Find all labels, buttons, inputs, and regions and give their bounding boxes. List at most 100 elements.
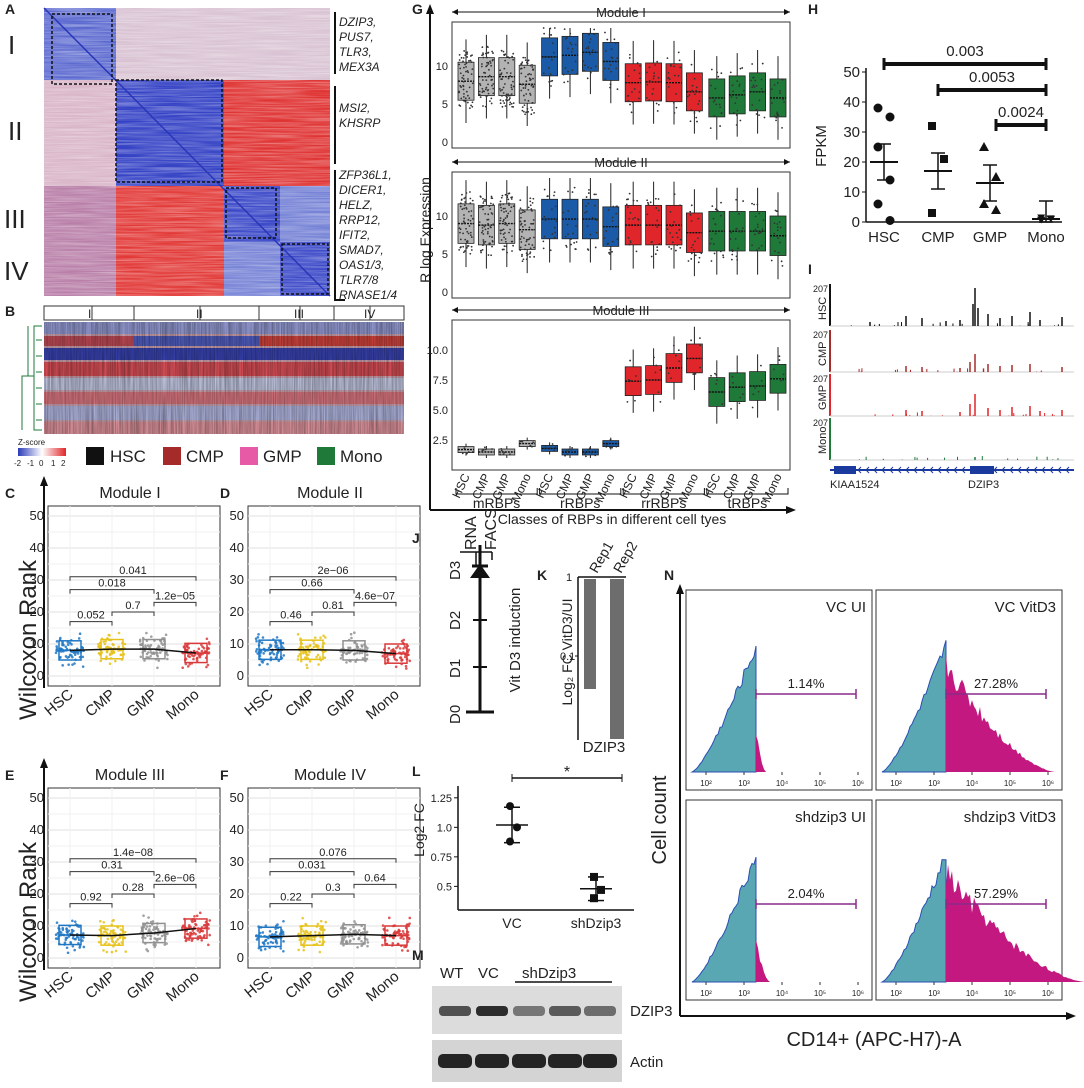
l-ylabel: Log2 FC [411, 803, 427, 857]
data-point [547, 67, 550, 69]
data-point [208, 642, 211, 646]
data-point [482, 233, 485, 235]
data-point [519, 249, 522, 252]
data-point [687, 260, 690, 262]
data-point [506, 224, 508, 227]
data-point [200, 649, 204, 653]
y-tick-label: 50 [30, 508, 44, 523]
data-point [467, 78, 469, 80]
data-point [465, 65, 467, 68]
data-point [465, 90, 468, 93]
data-point [714, 208, 717, 211]
data-point [693, 93, 696, 96]
facet-arrow-left [452, 159, 458, 165]
data-point [695, 116, 698, 119]
y-tick-label: 30 [230, 572, 244, 587]
data-point [297, 655, 300, 658]
data-point [355, 651, 359, 655]
data-point [463, 214, 465, 216]
data-point [143, 649, 147, 653]
data-point [66, 931, 69, 934]
data-point [779, 241, 781, 244]
data-point [595, 193, 597, 196]
data-point [66, 951, 70, 955]
x-tick-label: GMP [323, 686, 360, 721]
data-point [524, 244, 527, 247]
data-point [208, 919, 212, 922]
data-point [269, 645, 272, 648]
data-point [402, 937, 405, 941]
data-point [503, 451, 506, 454]
data-point [991, 172, 1001, 181]
data-point [584, 452, 587, 455]
data-point [528, 238, 530, 241]
data-point [509, 94, 512, 97]
data-point [520, 241, 523, 243]
data-point [503, 218, 505, 221]
data-point [487, 83, 489, 86]
data-point [470, 249, 473, 251]
data-point [462, 74, 465, 77]
data-point [605, 443, 608, 446]
data-point [486, 61, 488, 64]
data-point [464, 196, 467, 199]
data-point [533, 236, 535, 239]
data-point [585, 47, 588, 50]
comparison-bracket [111, 893, 155, 898]
data-point [408, 922, 411, 925]
data-point [509, 74, 512, 77]
data-point [525, 240, 528, 243]
data-point [679, 204, 681, 207]
track-max-label: 207 [813, 284, 828, 294]
data-point [149, 937, 152, 941]
p-value: 2e−06 [318, 565, 349, 577]
data-point [626, 206, 629, 209]
data-point [462, 232, 464, 235]
data-point [157, 644, 160, 648]
data-point [532, 222, 535, 225]
data-point [512, 80, 514, 83]
data-point [589, 53, 591, 56]
data-point [607, 67, 610, 70]
gene-label: TLR7/8 [339, 273, 379, 287]
data-point [274, 930, 278, 934]
data-point [588, 189, 590, 191]
data-point [484, 240, 487, 243]
data-point [574, 248, 577, 250]
data-point [616, 57, 619, 59]
module-label: IV [4, 256, 29, 286]
data-point [519, 440, 522, 443]
data-point [595, 219, 598, 222]
data-point [739, 67, 742, 70]
data-point [778, 355, 781, 358]
data-point [668, 78, 671, 81]
data-point [116, 938, 120, 941]
data-point [741, 67, 744, 69]
data-point [394, 665, 398, 669]
data-point [258, 663, 261, 667]
data-point [502, 86, 505, 89]
data-point [571, 47, 574, 50]
data-point [486, 52, 489, 54]
data-point [521, 231, 523, 233]
data-point [736, 259, 739, 261]
data-point [563, 28, 566, 31]
data-point [464, 100, 467, 103]
data-point [591, 49, 594, 52]
data-point [501, 248, 504, 251]
data-point [503, 83, 506, 85]
data-point [630, 111, 633, 114]
p-value: 0.0024 [998, 104, 1044, 121]
data-point [562, 73, 565, 76]
data-point [656, 60, 659, 63]
data-point [773, 222, 776, 225]
data-point [462, 251, 465, 254]
data-point [486, 218, 489, 221]
data-point [672, 101, 675, 104]
data-point [710, 237, 713, 240]
k-ytick: 0.1 [560, 651, 575, 663]
data-point [470, 215, 473, 217]
data-point [690, 246, 693, 249]
b-module-label: III [294, 307, 304, 321]
